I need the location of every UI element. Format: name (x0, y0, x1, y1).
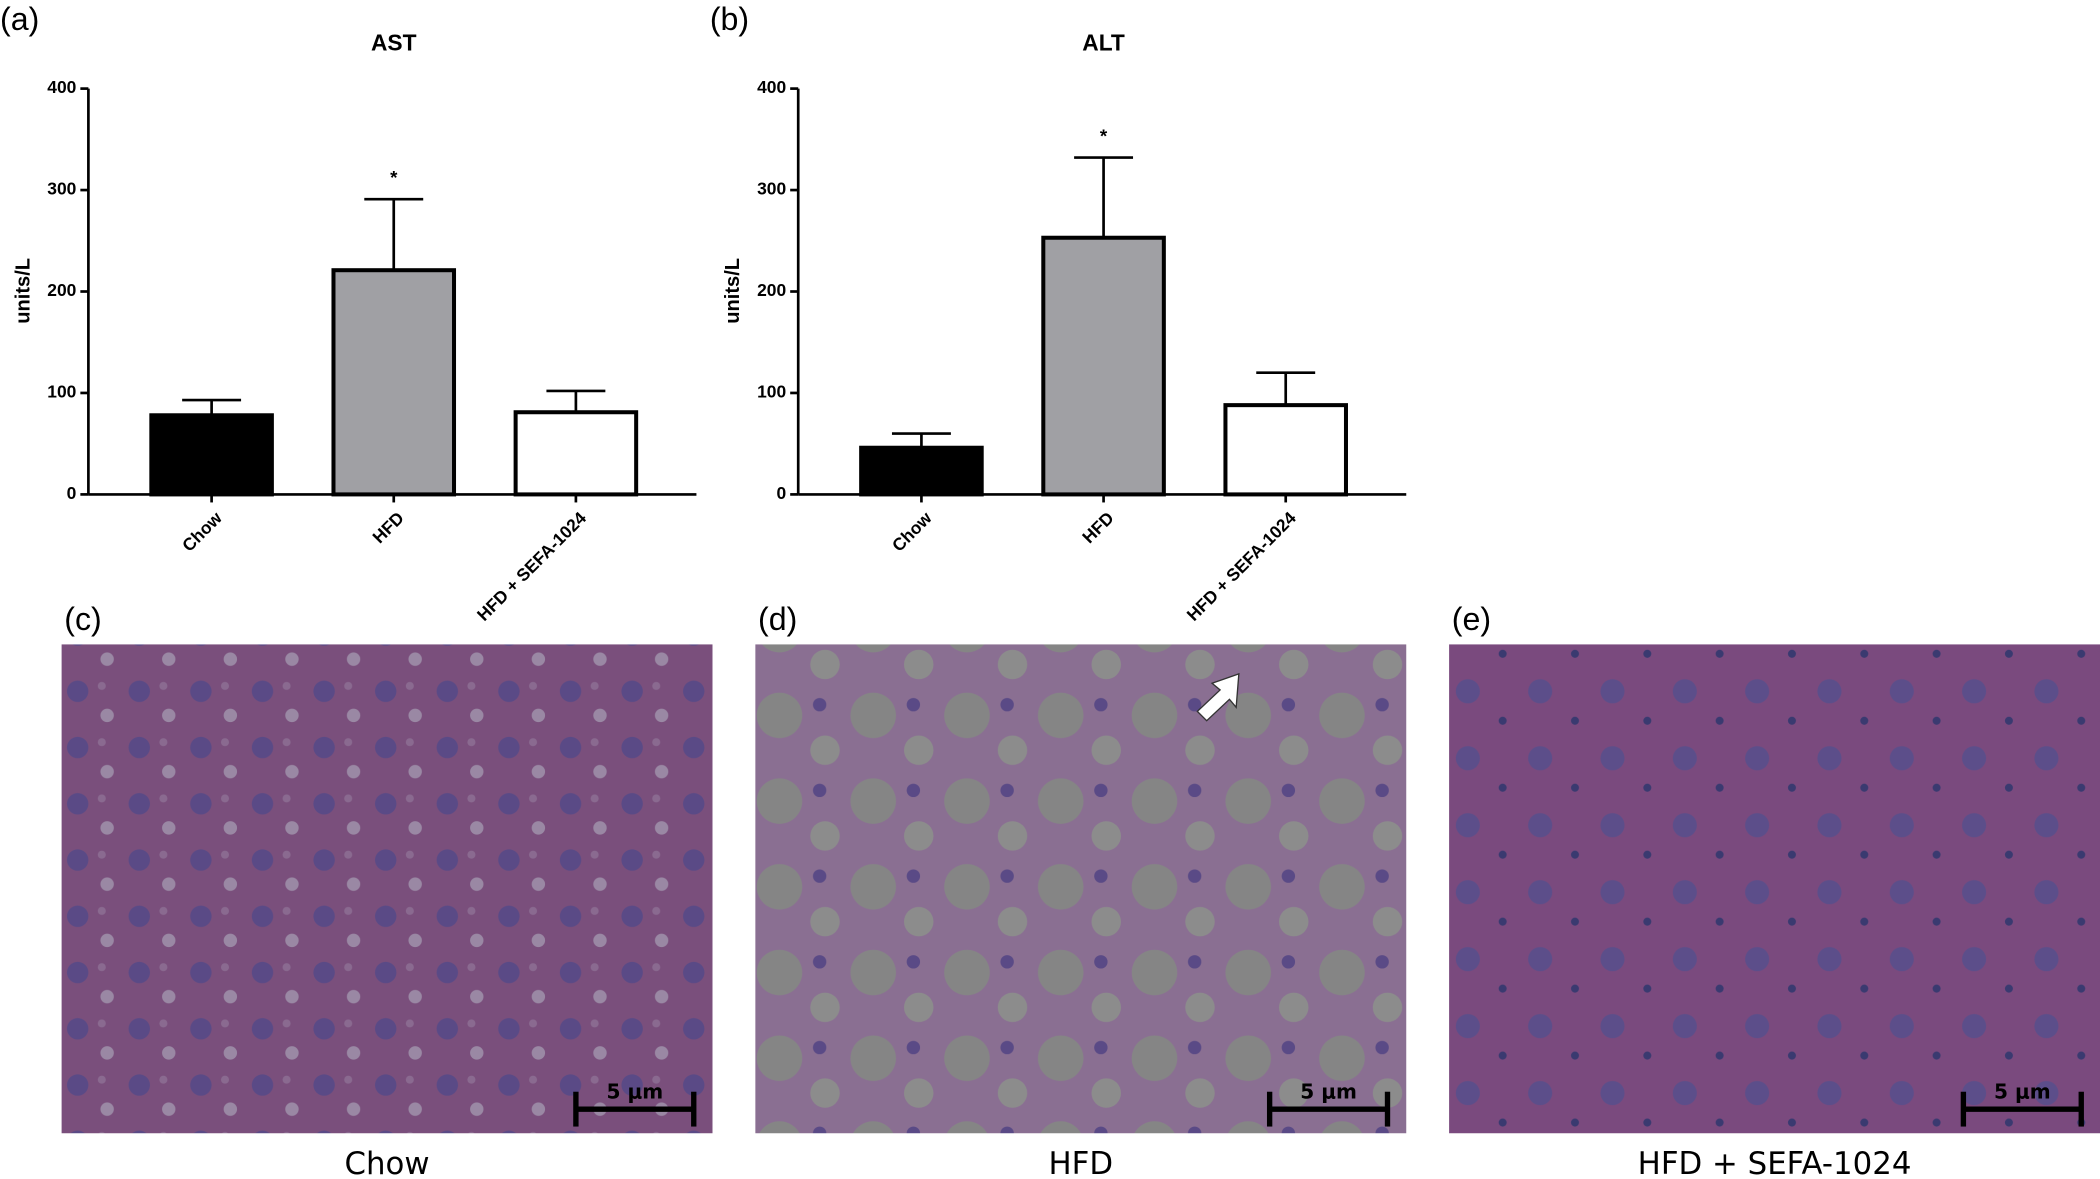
y-tick-label: 0 (67, 483, 77, 503)
micrograph-e (1449, 644, 2100, 1134)
x-tick-label: HFD + SEFA-1024 (1183, 508, 1300, 625)
x-tick-label: HFD (368, 508, 407, 547)
scale-bar-label: 5 μm (606, 1080, 663, 1104)
y-axis-label: units/L (722, 258, 744, 324)
y-tick-label: 300 (757, 179, 786, 199)
x-tick-label: Chow (888, 507, 936, 555)
scale-bar-label: 5 μm (1994, 1080, 2051, 1104)
micrograph (61, 644, 713, 1134)
x-tick-label: HFD (1078, 508, 1117, 547)
y-tick-label: 200 (757, 280, 786, 300)
y-tick-label: 400 (757, 77, 786, 97)
panel-label: (c) (64, 601, 101, 637)
x-tick-label: Chow (178, 507, 226, 555)
bar (149, 413, 274, 497)
panel-label: (b) (710, 1, 749, 37)
panel-label: (a) (0, 1, 39, 37)
y-tick-label: 0 (776, 483, 786, 503)
bar (331, 268, 457, 497)
panel-label: (e) (1452, 601, 1491, 637)
y-tick-label: 400 (47, 77, 76, 97)
y-tick-label: 100 (757, 382, 786, 402)
chart-title: AST (371, 29, 417, 55)
y-tick-label: 300 (47, 179, 76, 199)
scale-bar-label: 5 μm (1300, 1080, 1357, 1104)
y-axis-label: units/L (12, 258, 34, 324)
bar (859, 445, 984, 497)
chart-title: ALT (1082, 29, 1125, 55)
caption: HFD + SEFA-1024 (1638, 1146, 1912, 1179)
micrograph-c (61, 644, 713, 1134)
arrow (1196, 672, 1240, 722)
significance-mark: * (1100, 125, 1108, 146)
caption: Chow (345, 1146, 430, 1179)
bar (1041, 235, 1166, 497)
bar (1223, 403, 1348, 497)
micrograph-d (755, 644, 1407, 1134)
y-tick-label: 200 (47, 280, 76, 300)
bar (513, 410, 639, 497)
significance-mark: * (390, 167, 398, 188)
micrograph (1449, 644, 2100, 1134)
micrograph (755, 644, 1407, 1134)
y-tick-label: 100 (47, 382, 76, 402)
x-tick-label: HFD + SEFA-1024 (473, 508, 590, 625)
panel-label: (d) (758, 601, 797, 637)
caption: HFD (1049, 1146, 1114, 1179)
